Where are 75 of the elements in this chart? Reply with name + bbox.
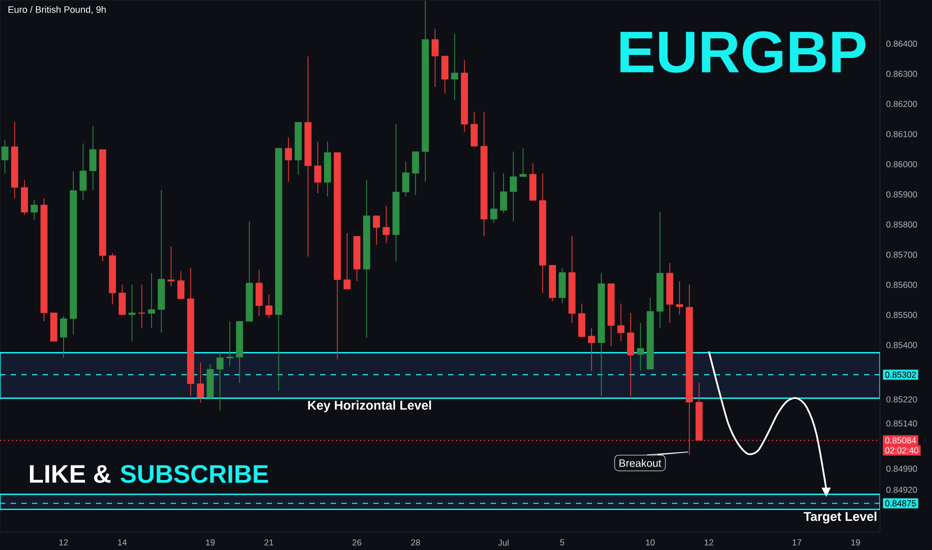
candlestick [490, 171, 498, 224]
y-tick-label: 0.84990 [886, 466, 918, 472]
candlestick [627, 312, 634, 396]
y-tick-label: 0.86200 [886, 100, 918, 108]
candlestick [578, 303, 586, 338]
band-label: Key Horizontal Level [308, 400, 431, 412]
candlestick [226, 320, 234, 366]
candlestick [60, 316, 68, 358]
x-tick-label: 26 [352, 539, 362, 546]
x-tick-label: Jul [498, 539, 509, 546]
y-tick-label: 0.85600 [886, 282, 918, 288]
y-tick-label: 0.85800 [886, 221, 918, 228]
candlestick [265, 294, 272, 318]
candlestick [344, 232, 351, 290]
y-tick-label: 0.86300 [886, 70, 918, 77]
y-tick-label: 0.86400 [886, 40, 918, 47]
ref-line-label: 0.85302 [885, 372, 916, 378]
candlestick [118, 284, 126, 316]
candlestick [382, 205, 390, 244]
candlestick [402, 161, 410, 197]
candlestick [196, 362, 204, 404]
candlestick [451, 33, 458, 100]
candlestick [676, 280, 684, 316]
text: 02:02:40 [885, 447, 918, 454]
text: Euro / British Pound, 9h [8, 6, 106, 14]
candlestick [89, 126, 96, 190]
candlestick [177, 270, 184, 300]
y-tick-label: 0.85500 [886, 312, 918, 318]
candlestick [510, 151, 517, 222]
candlestick [138, 284, 146, 328]
candlestick [500, 172, 508, 214]
candlestick [256, 269, 263, 317]
x-tick-label: 21 [264, 539, 274, 546]
ref-line-label: 0.84875 [885, 500, 916, 506]
candlestick [470, 111, 478, 147]
candlestick [372, 215, 380, 246]
candlestick [284, 137, 292, 182]
y-tick-label: 0.84920 [886, 486, 918, 493]
candlestick [80, 143, 87, 200]
candlestick [636, 322, 644, 372]
candlestick [412, 151, 420, 196]
x-tick-label: 19 [851, 539, 860, 546]
band-label: Target Level [804, 512, 876, 524]
candlestick [588, 328, 596, 372]
x-tick-label: 12 [704, 539, 714, 546]
y-tick-label: 0.85700 [886, 252, 918, 258]
x-tick-label: 17 [792, 539, 802, 546]
candlestick [148, 272, 156, 328]
candlestick [432, 28, 439, 88]
y-tick-label: 0.85220 [886, 396, 918, 402]
chart-title: EURGBP [620, 31, 866, 73]
candlestick [617, 303, 624, 342]
candlestick [216, 352, 224, 412]
x-tick-label: 14 [118, 539, 127, 546]
y-tick-label: 0.85140 [886, 420, 918, 427]
y-tick-label: 0.85900 [886, 191, 918, 198]
x-tick-label: 19 [206, 539, 215, 546]
candlestick [30, 199, 38, 220]
ref-line-label: 0.85084 [885, 437, 916, 444]
candlestick [128, 284, 136, 342]
candlestick [314, 141, 322, 194]
y-tick-label: 0.85400 [886, 342, 918, 348]
annotation: SUBSCRIBE [120, 465, 268, 483]
x-tick-label: 12 [59, 539, 68, 546]
x-tick-label: 5 [560, 539, 564, 546]
candlestick [168, 246, 175, 287]
annotation: Breakout [620, 459, 662, 467]
x-tick-label: 10 [646, 539, 655, 546]
y-tick-label: 0.86000 [886, 161, 918, 168]
candlestick [1, 140, 8, 174]
candlestick [520, 148, 527, 178]
x-tick-label: 28 [411, 539, 420, 546]
annotation: LIKE & [30, 465, 110, 483]
y-tick-label: 0.86100 [886, 131, 918, 138]
candlestick [441, 56, 448, 94]
